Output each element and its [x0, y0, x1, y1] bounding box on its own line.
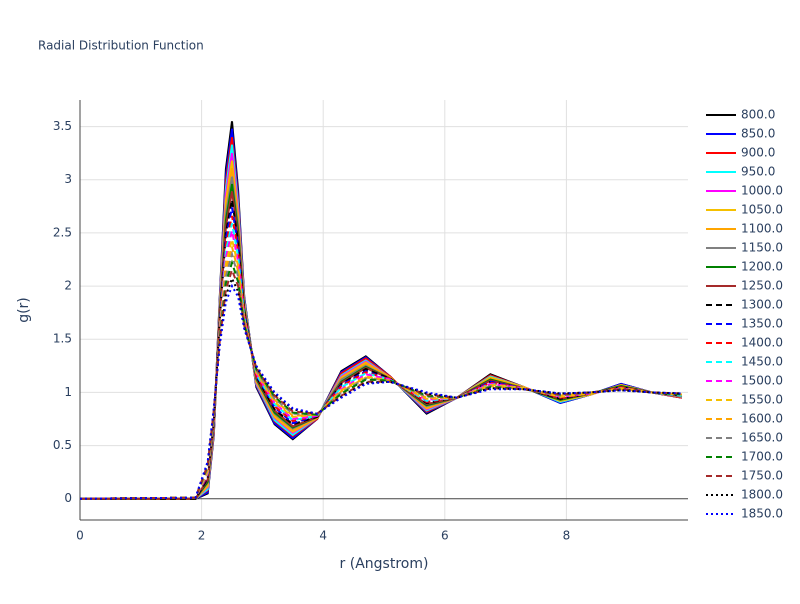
legend-label: 1400.0 [741, 336, 783, 350]
series-line [80, 207, 683, 500]
x-tick-label: 0 [76, 529, 84, 543]
legend-label: 1300.0 [741, 298, 783, 312]
y-tick-label: 3.5 [53, 119, 72, 133]
x-tick-label: 2 [198, 529, 206, 543]
series-line [80, 121, 683, 500]
legend-label: 950.0 [741, 165, 775, 179]
y-tick-label: 2.5 [53, 225, 72, 239]
chart-title: Radial Distribution Function [38, 39, 204, 53]
series-line [80, 230, 682, 500]
series-line [80, 183, 683, 500]
legend-label: 1600.0 [741, 412, 783, 426]
legend-label: 1700.0 [741, 450, 783, 464]
series-line [80, 167, 683, 500]
x-tick-label: 6 [441, 529, 449, 543]
legend-label: 1750.0 [741, 469, 783, 483]
plot-area [80, 121, 683, 500]
y-tick-label: 1.5 [53, 332, 72, 346]
series-line [80, 153, 683, 500]
series-line [80, 128, 683, 500]
legend-label: 1500.0 [741, 374, 783, 388]
series-line [80, 223, 683, 500]
legend-label: 800.0 [741, 108, 775, 122]
series-line [80, 283, 682, 500]
y-tick-label: 0.5 [53, 438, 72, 452]
y-tick-label: 1 [64, 385, 72, 399]
legend-label: 1250.0 [741, 279, 783, 293]
legend-label: 1350.0 [741, 317, 783, 331]
series-line [80, 259, 682, 500]
y-axis-label: g(r) [16, 297, 32, 323]
x-axis-label: r (Angstrom) [340, 556, 429, 572]
legend-label: 1200.0 [741, 260, 783, 274]
series-line [80, 267, 682, 500]
legend-label: 1850.0 [741, 507, 783, 521]
legend-label: 1650.0 [741, 431, 783, 445]
series-line [80, 176, 683, 500]
legend-label: 1800.0 [741, 488, 783, 502]
series-line [80, 137, 683, 500]
series-line [80, 199, 683, 500]
legend-label: 1000.0 [741, 184, 783, 198]
legend-label: 900.0 [741, 146, 775, 160]
y-tick-label: 2 [64, 279, 72, 293]
series-line [80, 215, 683, 500]
legend-label: 1150.0 [741, 241, 783, 255]
legend-label: 1100.0 [741, 222, 783, 236]
series-line [80, 276, 682, 500]
legend-label: 1550.0 [741, 393, 783, 407]
series-line [80, 191, 683, 500]
y-tick-label: 3 [64, 172, 72, 186]
x-tick-label: 4 [319, 529, 327, 543]
x-tick-label: 8 [563, 529, 571, 543]
series-line [80, 160, 683, 500]
legend-label: 1050.0 [741, 203, 783, 217]
legend-label: 850.0 [741, 127, 775, 141]
y-tick-label: 0 [64, 491, 72, 505]
legend-label: 1450.0 [741, 355, 783, 369]
